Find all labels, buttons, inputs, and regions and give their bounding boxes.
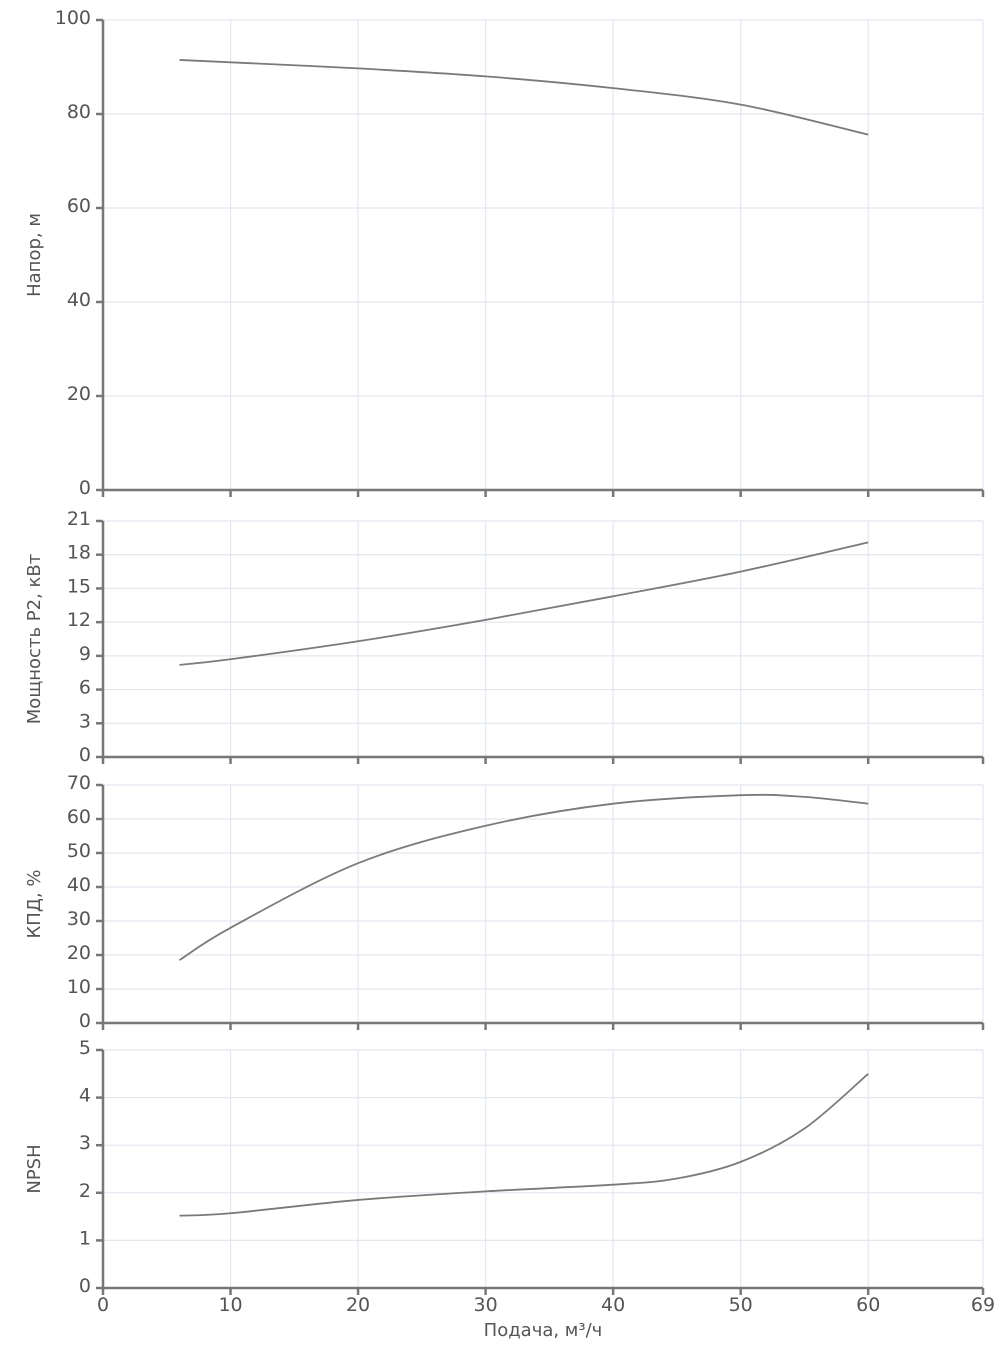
y-tick-label: 20 xyxy=(67,383,91,405)
y-tick-label: 0 xyxy=(79,1275,91,1297)
y-tick-label: 3 xyxy=(79,710,91,732)
y-tick-label: 60 xyxy=(67,195,91,217)
panel-1: 0 20 40 60 80 100 Напор, м xyxy=(24,7,985,499)
y-tick-label: 9 xyxy=(79,643,91,665)
y-tick-label: 40 xyxy=(67,874,91,896)
y-tick-label: 50 xyxy=(67,840,91,862)
y-tick-label: 0 xyxy=(79,477,91,499)
x-axis-label: Подача, м³/ч xyxy=(484,1320,603,1341)
y-tick-label: 18 xyxy=(67,542,91,564)
panel-3: 0 10 20 30 40 50 60 70 КПД, % xyxy=(24,772,985,1032)
series-line-2 xyxy=(179,541,869,666)
x-tick-label: 0 xyxy=(97,1294,109,1316)
y-tick-label: 0 xyxy=(79,744,91,766)
y-tick-label: 4 xyxy=(79,1085,91,1107)
y-tick-label: 80 xyxy=(67,101,91,123)
x-tick-label: 40 xyxy=(601,1294,625,1316)
series-line-1 xyxy=(179,59,869,136)
panel-2: 0 3 6 9 12 15 18 21 Мощность P2, кВт xyxy=(24,508,985,766)
y-tick-label: 60 xyxy=(67,806,91,828)
series-line-4 xyxy=(179,1073,869,1217)
y-axis-label: КПД, % xyxy=(24,870,45,939)
y-tick-label: 30 xyxy=(67,908,91,930)
y-tick-label: 40 xyxy=(67,289,91,311)
panel-4: 0 1 2 3 4 5 NPSH xyxy=(24,1037,985,1297)
y-axis-label: Напор, м xyxy=(24,213,45,297)
y-tick-label: 12 xyxy=(67,609,91,631)
y-tick-label: 1 xyxy=(79,1227,91,1249)
x-tick-label: 60 xyxy=(856,1294,880,1316)
y-tick-label: 15 xyxy=(67,575,91,597)
y-tick-label: 10 xyxy=(67,976,91,998)
x-tick-label: 10 xyxy=(218,1294,242,1316)
x-tick-label: 69 xyxy=(971,1294,995,1316)
y-axis-label: NPSH xyxy=(24,1144,45,1193)
series-line-3 xyxy=(179,793,869,961)
y-tick-label: 5 xyxy=(79,1037,91,1059)
x-tick-label: 30 xyxy=(474,1294,498,1316)
y-tick-label: 0 xyxy=(79,1010,91,1032)
y-tick-label: 6 xyxy=(79,677,91,699)
y-tick-label: 2 xyxy=(79,1180,91,1202)
x-tick-label: 20 xyxy=(346,1294,370,1316)
y-axis-label: Мощность P2, кВт xyxy=(24,554,45,724)
y-tick-label: 21 xyxy=(67,508,91,530)
y-tick-label: 20 xyxy=(67,942,91,964)
y-tick-label: 70 xyxy=(67,772,91,794)
x-tick-label: 50 xyxy=(729,1294,753,1316)
y-tick-label: 100 xyxy=(55,7,91,29)
y-tick-label: 3 xyxy=(79,1132,91,1154)
